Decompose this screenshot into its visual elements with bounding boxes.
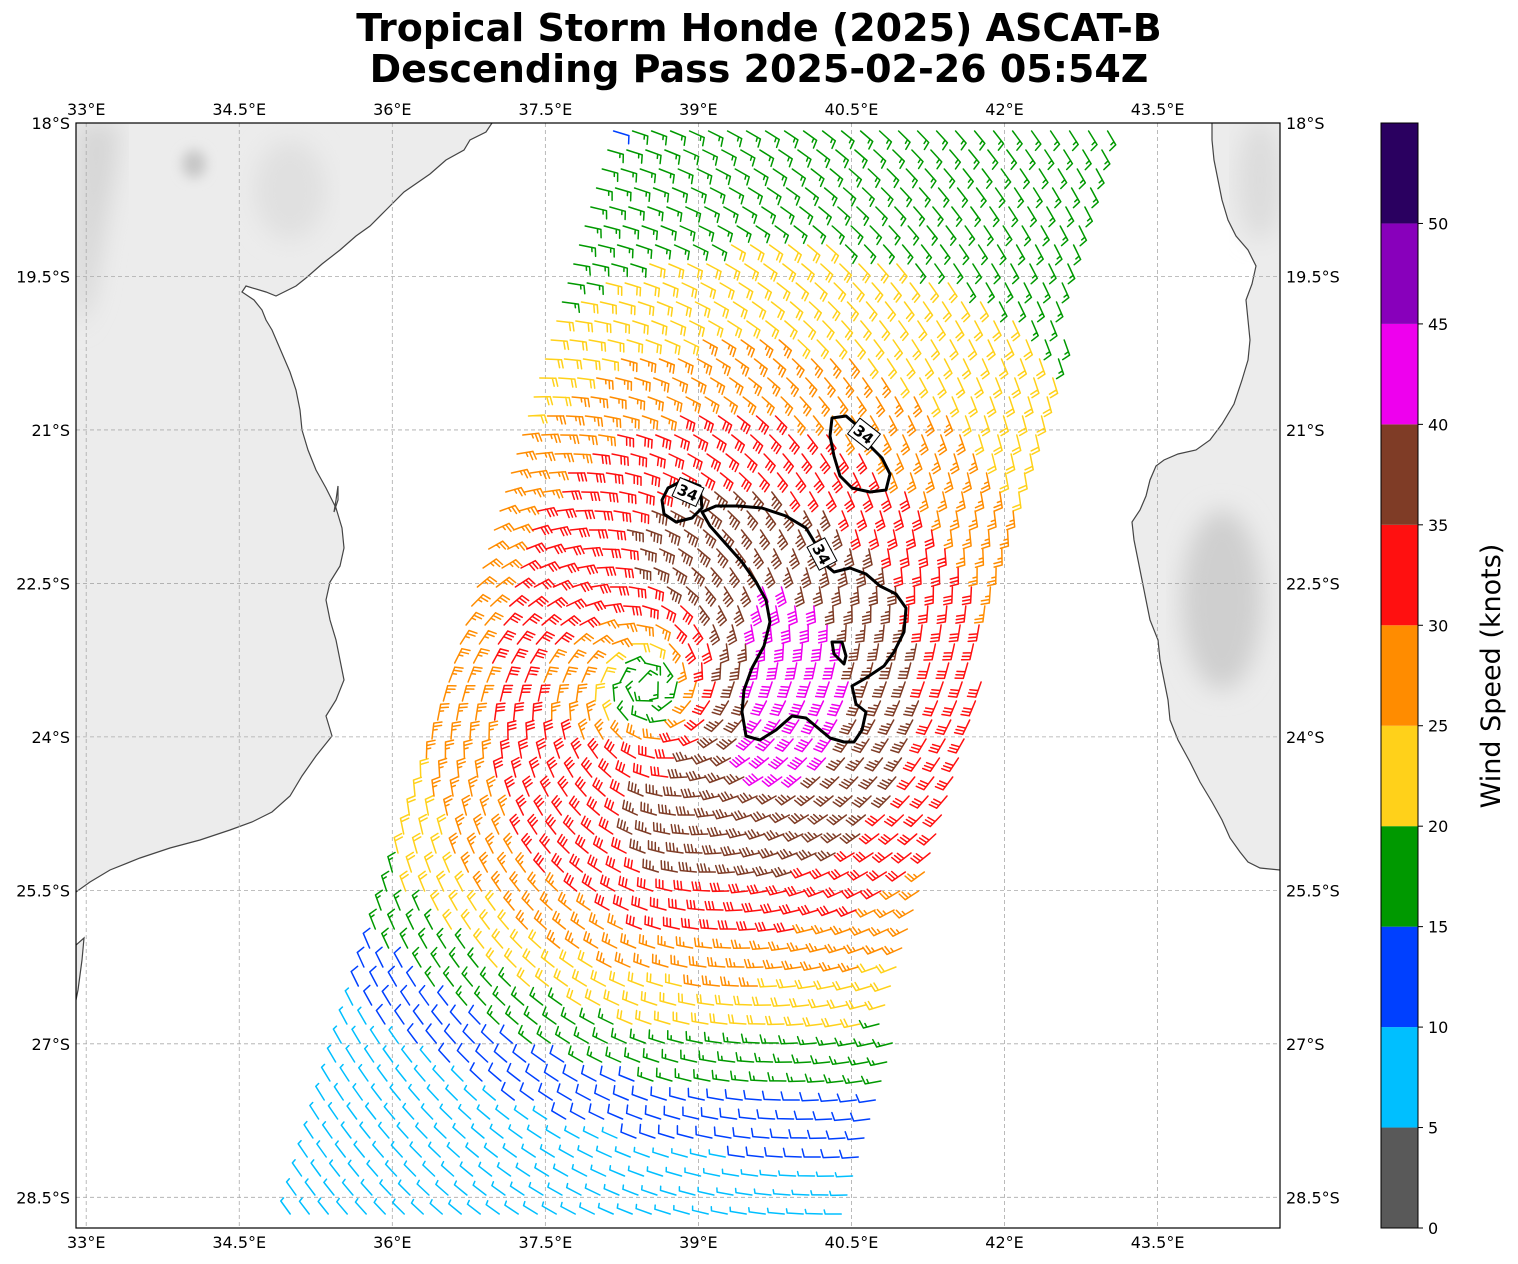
- colorbar: 0 5 10 15 20 25 30 35 40 45 50: [1380, 122, 1448, 1238]
- africa-landmass: [76, 123, 492, 892]
- colorbar-tick-label: 10: [1428, 1018, 1448, 1037]
- map-frame: [75, 122, 1281, 1229]
- colorbar-tick-label: 0: [1428, 1219, 1438, 1238]
- madagascar-landmass: [1132, 123, 1280, 870]
- lon-tick-label-bottom: 42°E: [985, 1233, 1023, 1252]
- lon-tick-label-top: 43.5°E: [1131, 100, 1185, 119]
- lat-tick-label-left: 22.5°S: [16, 574, 70, 593]
- madagascar-highland-shading-north: [1238, 123, 1280, 240]
- colorbar-bin: [1381, 1127, 1418, 1228]
- colorbar-bin: [1381, 524, 1418, 626]
- lat-tick-label-right: 18°S: [1286, 114, 1325, 133]
- wind-barb-set: [729, 586, 849, 788]
- colorbar-bin: [1381, 926, 1418, 1028]
- south-coast-fragment: [76, 936, 85, 1001]
- wind-barb-set: [393, 244, 1059, 1029]
- colorbar-label: Wind Speed (knots): [1476, 544, 1507, 809]
- colorbar-frame: [1380, 122, 1419, 1229]
- colorbar-label-group: Wind Speed (knots): [1476, 544, 1507, 809]
- lon-tick-label-bottom: 39°E: [679, 1233, 717, 1252]
- lat-tick-label-right: 19.5°S: [1286, 267, 1340, 286]
- map-panel: 34 34 34: [76, 123, 1280, 1228]
- lat-tick-label-right: 27°S: [1286, 1035, 1325, 1054]
- lon-tick-label-bottom: 34.5°E: [212, 1233, 266, 1252]
- colorbar-tick-label: 5: [1428, 1119, 1438, 1138]
- colorbar-bin: [1381, 725, 1418, 827]
- lat-tick-label-left: 28.5°S: [16, 1188, 70, 1207]
- lat-tick-label-right: 25.5°S: [1286, 881, 1340, 900]
- colorbar-tick-label: 40: [1428, 415, 1448, 434]
- wind-barb-set: [350, 130, 876, 1159]
- africa-highland-spot: [182, 150, 206, 178]
- lat-tick-label-right: 21°S: [1286, 421, 1325, 440]
- lon-tick-label-bottom: 33°E: [67, 1233, 105, 1252]
- map-title-line-2: Descending Pass 2025-02-26 05:54Z: [369, 47, 1149, 91]
- lat-tick-label-left: 21°S: [31, 421, 70, 440]
- lat-tick-label-left: 19.5°S: [16, 267, 70, 286]
- colorbar-tick-label: 50: [1428, 214, 1448, 233]
- colorbar-tick-label: 35: [1428, 516, 1448, 535]
- wind-barb-set: [491, 415, 982, 933]
- wind-barb-set: [368, 130, 1117, 1085]
- colorbar-bin: [1381, 223, 1418, 324]
- africa-coastline: [76, 123, 493, 893]
- lon-tick-label-bottom: 37.5°E: [518, 1233, 572, 1252]
- lon-tick-label-top: 42°E: [985, 100, 1023, 119]
- lon-tick-label-top: 39°E: [679, 100, 717, 119]
- lat-tick-label-left: 24°S: [31, 728, 70, 747]
- map-title-line-1: Tropical Storm Honde (2025) ASCAT-B: [356, 6, 1162, 50]
- lon-tick-label-bottom: 40.5°E: [825, 1233, 879, 1252]
- colorbar-bin: [1381, 123, 1418, 224]
- lat-tick-label-left: 27°S: [31, 1035, 70, 1054]
- wind-barbs: [280, 130, 1117, 1215]
- colorbar-bin: [1381, 1027, 1418, 1128]
- colorbar-tick-label: 20: [1428, 817, 1448, 836]
- lon-tick-label-bottom: 43.5°E: [1131, 1233, 1185, 1252]
- wind-barb-set: [425, 339, 1016, 987]
- lat-tick-label-left: 25.5°S: [16, 881, 70, 900]
- africa-highland-shading: [76, 123, 120, 330]
- lat-tick-label-right: 28.5°S: [1286, 1188, 1340, 1207]
- bazaruto-island: [333, 485, 339, 513]
- colorbar-bin: [1381, 826, 1418, 927]
- colorbar-tick-label: 45: [1428, 315, 1448, 334]
- contour-34kt-small: [830, 640, 848, 666]
- lon-tick-label-top: 36°E: [373, 100, 411, 119]
- lon-tick-label-top: 37.5°E: [518, 100, 572, 119]
- axis-tick-labels: 33°E 33°E 34.5°E 34.5°E 36°E 36°E 37.5°E 37.5°E…: [16, 100, 1340, 1252]
- lat-tick-label-right: 24°S: [1286, 728, 1325, 747]
- contour-34kt-west-lobe: [660, 478, 704, 524]
- lat-tick-label-right: 22.5°S: [1286, 574, 1340, 593]
- madagascar-coastline: [1131, 123, 1280, 871]
- lon-tick-label-top: 40.5°E: [825, 100, 879, 119]
- colorbar-tick-label: 25: [1428, 717, 1448, 736]
- lon-tick-label-top: 34.5°E: [212, 100, 266, 119]
- madagascar-highland-shading: [1182, 510, 1262, 690]
- lon-tick-label-bottom: 36°E: [373, 1233, 411, 1252]
- gridlines: [76, 123, 1280, 1228]
- lat-tick-label-left: 18°S: [31, 114, 70, 133]
- wind-barb-set: [280, 987, 854, 1215]
- lon-tick-label-top: 33°E: [67, 100, 105, 119]
- colorbar-tick-label: 30: [1428, 616, 1448, 635]
- colorbar-bin: [1381, 625, 1418, 726]
- africa-highland-band: [254, 140, 326, 240]
- colorbar-bin: [1381, 424, 1418, 525]
- colorbar-tick-label: 15: [1428, 918, 1448, 937]
- colorbar-bin: [1381, 323, 1418, 425]
